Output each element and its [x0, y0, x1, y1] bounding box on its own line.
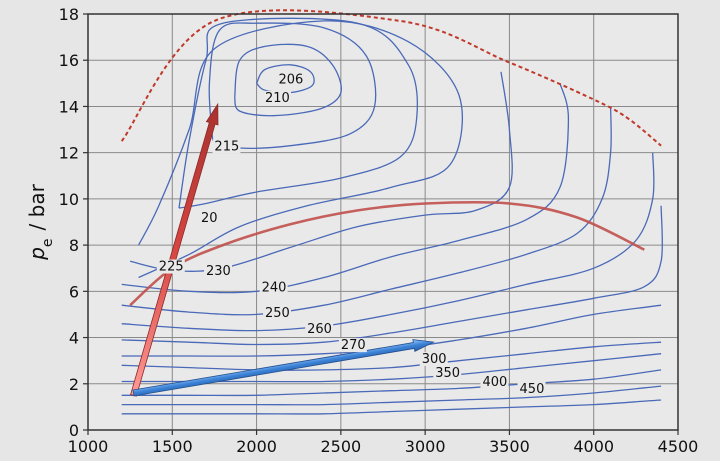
contour-label: 450 — [520, 382, 545, 397]
contour-line — [129, 71, 513, 272]
contour-label-bg — [517, 382, 546, 397]
contour-line — [121, 205, 664, 346]
y-tick-label: 14 — [59, 97, 79, 116]
contour-label: 230 — [206, 264, 231, 279]
contour-label-bg — [419, 351, 448, 366]
contour-line — [178, 17, 419, 209]
contour-label: 400 — [482, 375, 507, 390]
contour-label: 270 — [341, 338, 366, 353]
contour-line — [121, 369, 662, 397]
red-arrow — [130, 102, 219, 397]
x-tick-label: 3500 — [489, 437, 530, 456]
full-load-curve — [120, 9, 662, 147]
contour-label: 206 — [278, 72, 303, 87]
contour-label-bg — [156, 259, 185, 274]
contour-label: 215 — [214, 139, 239, 154]
y-tick-label: 0 — [69, 421, 79, 440]
ylabel-subscript: e — [40, 238, 56, 247]
x-tick-label: 1000 — [68, 437, 109, 456]
contour-line — [121, 83, 570, 294]
y-tick-label: 2 — [69, 375, 79, 394]
contour-label: 260 — [307, 322, 332, 337]
contour-label-bg — [276, 72, 305, 87]
x-tick-label: 4000 — [573, 437, 614, 456]
y-tick-label: 10 — [59, 190, 79, 209]
contour-label: 250 — [265, 306, 290, 321]
contour-label-bg — [263, 90, 291, 105]
tick-labels: 1000 1500 2000 2500 3000 3500 4000 4500 0 2 4 6 8 10 1… — [59, 5, 699, 456]
contour-label-bg — [212, 139, 241, 154]
contour-label-bg — [338, 338, 367, 353]
x-tick-label: 2500 — [320, 437, 361, 456]
blue-arrow-shape — [132, 339, 435, 397]
y-tick-label: 12 — [59, 144, 79, 163]
contour-label-bg — [259, 280, 288, 295]
contour-line — [121, 341, 662, 371]
contour-label-bg — [433, 365, 462, 380]
contour-label-bg — [204, 264, 232, 279]
contour-line — [256, 64, 315, 94]
contour-label-bg — [263, 305, 291, 320]
contour-label: 240 — [262, 280, 287, 295]
contour-label-bg — [480, 375, 509, 390]
plot-frame — [87, 13, 679, 431]
contour-label: 350 — [435, 366, 460, 381]
y-tick-label: 8 — [69, 236, 79, 255]
contour-label: 20 — [201, 211, 218, 226]
contour-line — [121, 106, 612, 316]
contour-lines — [121, 17, 664, 415]
blue-arrow — [132, 339, 435, 397]
contour-label: 225 — [159, 260, 184, 275]
arrows — [130, 102, 435, 397]
contour-label: 300 — [422, 352, 447, 367]
y-axis-label: pe / bar — [25, 183, 56, 260]
red-arrow-shape — [130, 102, 219, 397]
contour-line — [121, 399, 662, 415]
contour-label-bg — [305, 321, 334, 336]
road-load-curve — [129, 200, 645, 307]
contour-line — [234, 43, 342, 117]
contour-label-bg — [198, 211, 219, 225]
contour-line — [121, 385, 662, 406]
contour-label: 210 — [265, 91, 290, 106]
y-tick-label: 18 — [59, 5, 79, 24]
contour-line — [138, 20, 463, 279]
y-tick-label: 16 — [59, 51, 79, 70]
contour-line — [208, 22, 377, 149]
y-tick-label: 4 — [69, 329, 79, 348]
x-tick-label: 2000 — [236, 437, 277, 456]
x-tick-label: 4500 — [658, 437, 699, 456]
x-tick-label: 1500 — [152, 437, 193, 456]
contour-line — [121, 152, 655, 332]
ylabel-symbol: p — [25, 247, 49, 261]
x-tick-label: 3000 — [405, 437, 446, 456]
y-tick-label: 6 — [69, 282, 79, 301]
load-curves — [120, 9, 662, 307]
ylabel-unit: / bar — [25, 183, 49, 230]
